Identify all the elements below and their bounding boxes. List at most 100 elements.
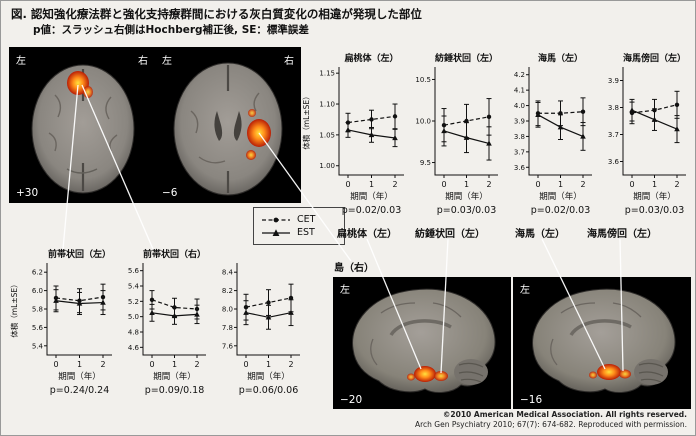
slice-label: −6 bbox=[162, 187, 178, 199]
svg-text:2: 2 bbox=[288, 360, 293, 369]
svg-text:4.8: 4.8 bbox=[128, 329, 139, 337]
svg-text:期間（年）: 期間（年） bbox=[153, 371, 196, 382]
svg-text:2: 2 bbox=[486, 180, 491, 189]
svg-text:紡錘状回（左）: 紡錘状回（左） bbox=[435, 52, 498, 64]
svg-text:1.05: 1.05 bbox=[319, 131, 335, 139]
svg-text:1: 1 bbox=[652, 180, 657, 189]
svg-text:8.2: 8.2 bbox=[222, 287, 233, 295]
figure-title: 図. 認知強化療法群と強化支持療群間における灰白質変化の相違が発現した部位 bbox=[11, 7, 422, 21]
svg-text:1.00: 1.00 bbox=[319, 162, 335, 170]
svg-text:5.2: 5.2 bbox=[128, 298, 139, 306]
svg-text:前帯状回（左）: 前帯状回（左） bbox=[48, 248, 111, 260]
svg-text:p=0.03/0.03: p=0.03/0.03 bbox=[625, 205, 685, 216]
legend-row-est: EST bbox=[261, 228, 337, 238]
svg-text:海馬傍回（左）: 海馬傍回（左） bbox=[623, 52, 686, 64]
brain-axial-plus30-image: 左 右 +30 bbox=[9, 47, 155, 203]
svg-text:1: 1 bbox=[77, 360, 82, 369]
svg-text:0: 0 bbox=[243, 360, 248, 369]
hotspot-parahippocampal bbox=[619, 369, 631, 379]
svg-text:6.0: 6.0 bbox=[32, 287, 43, 295]
region-label-fusiform-left: 紡錘状回（左） bbox=[415, 229, 485, 240]
svg-text:5.6: 5.6 bbox=[128, 267, 140, 275]
figure-subtitle: p値：スラッシュ右側はHochberg補正後, SE：標準誤差 bbox=[33, 24, 309, 36]
svg-text:0: 0 bbox=[149, 360, 154, 369]
svg-text:1: 1 bbox=[558, 180, 563, 189]
chart-insula-right: 7.6 7.8 8.0 8.2 8.4 0 1 2 期間（年） p=0.06/0.06 bbox=[211, 247, 305, 401]
svg-text:期間（年）: 期間（年） bbox=[633, 191, 676, 202]
brain-axial-minus6-image: 左 右 −6 bbox=[155, 47, 301, 203]
svg-text:0: 0 bbox=[441, 180, 446, 189]
svg-text:10.0: 10.0 bbox=[415, 118, 431, 126]
svg-text:4.1: 4.1 bbox=[514, 87, 525, 95]
chart-anterior-cingulate-right: 前帯状回（右） 4.6 4.8 5.0 5.2 5.4 5.6 0 1 2 期間（年） p=0.09/… bbox=[117, 247, 211, 401]
svg-text:期間（年）: 期間（年） bbox=[539, 191, 582, 202]
hotspot-hippocampus bbox=[597, 364, 621, 380]
legend-label-est: EST bbox=[297, 226, 315, 238]
slice-label: −20 bbox=[340, 394, 362, 406]
svg-text:7.8: 7.8 bbox=[222, 324, 233, 332]
svg-text:1: 1 bbox=[464, 180, 469, 189]
svg-text:0: 0 bbox=[629, 180, 634, 189]
svg-text:2: 2 bbox=[392, 180, 397, 189]
svg-text:p=0.02/0.03: p=0.02/0.03 bbox=[342, 205, 402, 216]
hotspot-amygdala bbox=[414, 366, 436, 382]
side-label-left: 左 bbox=[520, 283, 530, 296]
region-label-hippocampus-left: 海馬（左） bbox=[515, 229, 565, 240]
svg-text:9.5: 9.5 bbox=[420, 159, 431, 167]
svg-text:2: 2 bbox=[100, 360, 105, 369]
est-solid-triangle-marker bbox=[261, 228, 291, 238]
svg-text:3.6: 3.6 bbox=[514, 164, 526, 172]
svg-text:p=0.09/0.18: p=0.09/0.18 bbox=[145, 385, 205, 396]
cet-dashed-circle-marker bbox=[261, 215, 291, 225]
svg-text:5.8: 5.8 bbox=[32, 306, 43, 314]
svg-text:p=0.02/0.03: p=0.02/0.03 bbox=[531, 205, 591, 216]
side-label-left: 左 bbox=[16, 54, 26, 67]
svg-text:p=0.06/0.06: p=0.06/0.06 bbox=[239, 385, 299, 396]
chart-amygdala-left: 扁桃体（左） 体積（mL±SE） 1.00 1.05 1.10 1.15 0 1 2 期間（年） p… bbox=[301, 51, 409, 221]
svg-text:7.6: 7.6 bbox=[222, 342, 234, 350]
brain-sagittal-minus16-image: 左 −16 bbox=[513, 277, 691, 409]
svg-text:3.8: 3.8 bbox=[608, 104, 619, 112]
svg-text:2: 2 bbox=[674, 180, 679, 189]
svg-text:体積（mL±SE）: 体積（mL±SE） bbox=[9, 280, 19, 337]
svg-text:期間（年）: 期間（年） bbox=[58, 371, 101, 382]
svg-text:p=0.03/0.03: p=0.03/0.03 bbox=[437, 205, 497, 216]
svg-text:5.6: 5.6 bbox=[32, 324, 44, 332]
svg-text:1.10: 1.10 bbox=[319, 101, 335, 109]
bottom-charts-row: 前帯状回（左） 体積（mL±SE） 5.4 5.6 5.8 6.0 6.2 0 1 2 期間（年） p… bbox=[9, 247, 305, 401]
copyright-line2: Arch Gen Psychiatry 2010; 67(7): 674-682… bbox=[415, 420, 687, 430]
svg-text:3.7: 3.7 bbox=[608, 131, 619, 139]
svg-text:p=0.24/0.24: p=0.24/0.24 bbox=[50, 385, 110, 396]
brain-sagittal-minus20-image: 左 −20 bbox=[333, 277, 511, 409]
svg-text:1: 1 bbox=[266, 360, 271, 369]
region-label-parahippocampal-left: 海馬傍回（左） bbox=[587, 229, 657, 240]
svg-text:0: 0 bbox=[535, 180, 540, 189]
svg-text:8.0: 8.0 bbox=[222, 306, 233, 314]
svg-text:期間（年）: 期間（年） bbox=[350, 191, 393, 202]
slice-label: −16 bbox=[520, 394, 542, 406]
svg-text:4.0: 4.0 bbox=[514, 102, 525, 110]
svg-text:1: 1 bbox=[172, 360, 177, 369]
svg-text:8.4: 8.4 bbox=[222, 269, 234, 277]
svg-text:前帯状回（右）: 前帯状回（右） bbox=[143, 248, 206, 260]
side-label-right: 右 bbox=[138, 54, 148, 67]
svg-text:10.5: 10.5 bbox=[415, 76, 431, 84]
chart-parahippocampal-left: 海馬傍回（左） 3.6 3.7 3.8 3.9 0 1 2 期間（年） p=0.03/0.03 bbox=[597, 51, 691, 221]
svg-text:5.0: 5.0 bbox=[128, 313, 139, 321]
slice-label: +30 bbox=[16, 187, 38, 199]
svg-text:海馬（左）: 海馬（左） bbox=[538, 52, 583, 64]
svg-text:3.9: 3.9 bbox=[514, 118, 525, 126]
svg-text:3.7: 3.7 bbox=[514, 148, 525, 156]
copyright-line1: ©2010 American Medical Association. All … bbox=[442, 410, 687, 419]
region-label-insula-right: 島（右） bbox=[334, 263, 374, 274]
svg-text:1: 1 bbox=[369, 180, 374, 189]
copyright-note: ©2010 American Medical Association. All … bbox=[415, 410, 687, 430]
svg-text:0: 0 bbox=[53, 360, 58, 369]
svg-text:3.8: 3.8 bbox=[514, 133, 525, 141]
top-charts-row: 扁桃体（左） 体積（mL±SE） 1.00 1.05 1.10 1.15 0 1 2 期間（年） p… bbox=[301, 51, 691, 221]
svg-text:扁桃体（左）: 扁桃体（左） bbox=[344, 52, 398, 64]
hotspot-fusiform bbox=[434, 371, 448, 381]
chart-hippocampus-left: 海馬（左） 3.6 3.7 3.8 3.9 4.0 4.1 4.2 0 1 2 期間（年） p=0.02… bbox=[503, 51, 597, 221]
side-label-left: 左 bbox=[340, 283, 350, 296]
